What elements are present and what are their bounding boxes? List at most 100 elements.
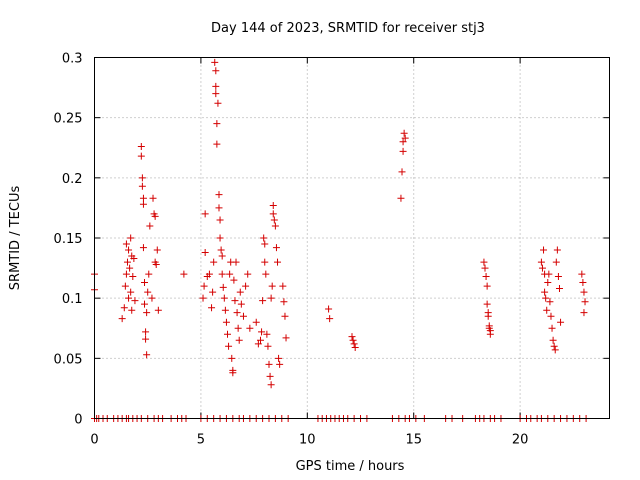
data-point	[208, 304, 216, 312]
data-point	[143, 351, 151, 359]
data-point	[152, 260, 160, 268]
data-point	[149, 194, 157, 202]
data-point	[550, 342, 558, 350]
data-point	[122, 240, 130, 248]
data-point	[546, 298, 554, 306]
data-point	[216, 234, 224, 242]
data-point	[547, 312, 555, 320]
data-point	[209, 288, 217, 296]
data-point	[130, 254, 138, 262]
chart-title: Day 144 of 2023, SRMTID for receiver stj…	[211, 21, 485, 36]
data-point	[153, 246, 161, 254]
data-point	[139, 244, 147, 252]
data-point	[230, 276, 238, 284]
data-point	[351, 344, 359, 352]
data-point	[541, 288, 549, 296]
data-point	[543, 306, 551, 314]
data-point	[486, 327, 494, 335]
x-axis-label: GPS time / hours	[296, 459, 405, 474]
y-tick-label: 0	[74, 413, 82, 428]
data-point	[481, 264, 489, 272]
data-point	[580, 288, 588, 296]
data-point	[261, 258, 269, 266]
data-point	[127, 234, 135, 242]
data-point	[213, 140, 221, 148]
data-point	[213, 120, 221, 128]
data-point	[180, 270, 188, 278]
data-point	[401, 134, 409, 142]
data-point	[143, 309, 151, 317]
data-point	[211, 58, 219, 66]
data-point	[265, 360, 273, 368]
data-point	[127, 288, 135, 296]
data-point	[120, 304, 128, 312]
data-point	[252, 318, 260, 326]
data-point	[228, 354, 236, 362]
y-axis-label: SRMTID / TECUs	[8, 186, 23, 291]
data-point	[216, 216, 224, 224]
data-point	[205, 270, 213, 278]
data-point	[218, 252, 226, 260]
data-point	[400, 129, 408, 137]
data-point	[145, 270, 153, 278]
data-point	[144, 288, 152, 296]
data-point	[220, 294, 228, 302]
data-point	[128, 306, 136, 314]
data-point	[246, 324, 254, 332]
data-point	[261, 240, 269, 248]
x-tick-label: 20	[512, 433, 529, 448]
data-point	[399, 147, 407, 155]
data-point	[142, 335, 150, 343]
data-point	[137, 143, 145, 151]
data-point	[268, 282, 276, 290]
plot-frame	[94, 57, 610, 419]
data-point	[483, 282, 491, 290]
data-point	[154, 306, 162, 314]
data-point	[267, 381, 275, 389]
data-point	[548, 324, 556, 332]
data-point	[221, 306, 229, 314]
data-point	[263, 330, 271, 338]
data-point	[350, 340, 358, 348]
data-point	[125, 294, 133, 302]
data-point	[199, 294, 207, 302]
data-point	[540, 246, 548, 254]
data-point	[262, 270, 270, 278]
data-point	[218, 270, 226, 278]
data-point	[215, 204, 223, 212]
data-point	[138, 174, 146, 182]
data-point	[234, 324, 242, 332]
data-point	[125, 246, 133, 254]
data-point	[225, 342, 233, 350]
data-point	[151, 212, 159, 220]
y-tick-labels: 0 0.05 0.1 0.15 0.2 0.25 0.3	[54, 52, 83, 428]
data-point	[269, 202, 277, 210]
data-point	[126, 264, 134, 272]
data-point	[212, 67, 220, 75]
axis-ticks	[94, 57, 610, 419]
data-point	[557, 318, 565, 326]
data-point	[349, 336, 357, 344]
data-point	[219, 283, 227, 291]
data-point	[148, 294, 156, 302]
data-point	[210, 258, 218, 266]
data-point	[545, 270, 553, 278]
data-point	[325, 305, 333, 313]
grid-lines	[94, 57, 610, 419]
data-point	[201, 210, 209, 218]
data-point	[232, 258, 240, 266]
data-point	[242, 282, 250, 290]
data-point	[581, 298, 589, 306]
data-point	[542, 294, 550, 302]
data-point	[233, 309, 241, 317]
data-point	[139, 194, 147, 202]
data-point	[282, 334, 290, 342]
data-point	[551, 346, 559, 354]
data-point	[254, 340, 262, 348]
y-tick-label: 0.05	[54, 352, 83, 367]
data-point	[256, 336, 264, 344]
data-point	[237, 300, 245, 308]
data-point	[123, 258, 131, 266]
data-point	[244, 270, 252, 278]
